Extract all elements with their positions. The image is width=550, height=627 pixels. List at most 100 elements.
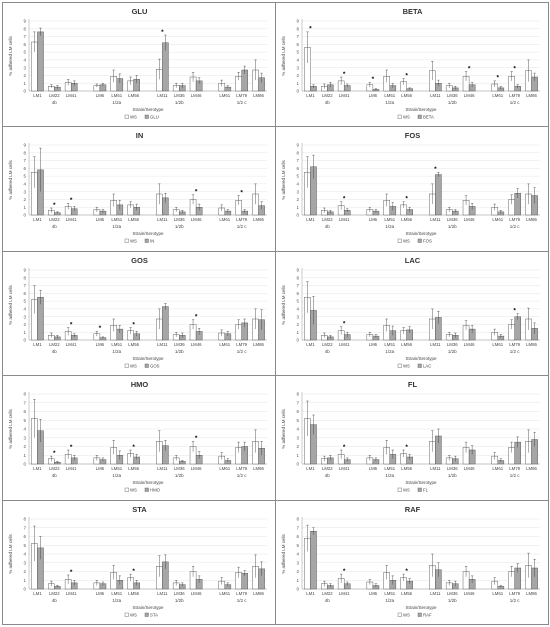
x-tick-label-lm6: LM6: [368, 93, 377, 98]
group-label-1-2b: 1/2b: [174, 100, 183, 105]
significance-star: *: [496, 74, 499, 81]
x-axis-label: Strain/Serotype: [405, 107, 437, 112]
group-label-1-2b: 1/2b: [447, 598, 456, 603]
y-tick-label: 1: [296, 330, 299, 335]
y-tick-label: 5: [296, 543, 299, 548]
y-tick-label: 9: [296, 143, 299, 148]
chart-panel-raf: RAF % adhered LM cells 0 1 2 3 4 5 6 7 8 * * LM1 LM22 L…: [274, 499, 549, 626]
legend-swatch-ws: [397, 238, 402, 243]
chart-panel-sta: STA % adhered LM cells 0 1 2 3 4 5 6 7 8 * * LM1 LM22 L…: [1, 499, 276, 626]
x-tick-label-lm36: LM36: [173, 466, 184, 471]
legend-label-fos: FOS: [423, 238, 432, 243]
x-tick-label-lm41: LM41: [338, 591, 349, 596]
chart-beta: BETA % adhered LM cells 0 1 2 3 4 5 6 7 8 9 * * * * * * * L…: [281, 7, 540, 119]
y-tick-label: 0: [296, 586, 299, 591]
y-tick-label: 2: [23, 197, 26, 202]
chart-glu: GLU % adhered LM cells 0 1 2 3 4 5 6 7 8 9 * LM1 LM22 L…: [8, 7, 267, 119]
significance-star: *: [513, 65, 516, 72]
x-tick-label-lm46: LM46: [190, 217, 201, 222]
x-tick-label-lm61: LM61: [219, 217, 230, 222]
x-tick-label-lm79: LM79: [509, 342, 520, 347]
chart-title: FL: [407, 380, 417, 389]
x-tick-label-lm51: LM51: [111, 93, 122, 98]
y-tick-label: 0: [23, 586, 26, 591]
y-tick-label: 4: [23, 57, 26, 62]
chart-title: IN: [135, 131, 143, 140]
chart-title: GLU: [131, 7, 147, 16]
legend-swatch-gos: [144, 363, 149, 368]
x-tick-label-lm36: LM36: [446, 93, 457, 98]
y-tick-label: 5: [296, 298, 299, 303]
chart-title: RAF: [404, 505, 420, 514]
significance-star: *: [342, 70, 345, 77]
x-tick-label-lm36: LM36: [173, 591, 184, 596]
y-tick-label: 9: [23, 143, 26, 148]
x-tick-label-lm56: LM56: [401, 591, 412, 596]
chart-gos: GOS % adhered LM cells 0 1 2 3 4 5 6 7 8 9 * * * * LM1 LM…: [8, 256, 267, 368]
chart-panel-in: IN % adhered LM cells 0 1 2 3 4 5 6 7 8 9 * * * * LM1 LM2…: [1, 126, 276, 252]
y-tick-label: 5: [23, 543, 26, 548]
y-tick-label: 8: [23, 392, 26, 397]
significance-star: *: [342, 444, 345, 451]
x-tick-label-lm51: LM51: [384, 217, 395, 222]
legend-label-ws: WS: [403, 363, 410, 368]
significance-star: *: [342, 568, 345, 575]
group-label-1-2b: 1/2b: [447, 473, 456, 478]
y-tick-label: 7: [23, 34, 26, 39]
x-tick-label-lm6: LM6: [368, 342, 377, 347]
y-tick-label: 6: [23, 291, 26, 296]
y-tick-label: 0: [23, 462, 26, 467]
x-axis-label: Strain/Serotype: [405, 605, 437, 610]
y-tick-label: 6: [23, 409, 26, 414]
x-tick-label-lm6: LM6: [95, 217, 104, 222]
y-tick-label: 5: [23, 418, 26, 423]
y-tick-label: 2: [296, 73, 299, 78]
y-tick-label: 6: [23, 166, 26, 171]
group-label-1-2-c: 1/2 c: [509, 349, 520, 354]
significance-star: *: [467, 65, 470, 72]
legend-label-lac: LAC: [423, 363, 431, 368]
x-tick-label-lm11: LM11: [157, 591, 168, 596]
x-tick-label-lm46: LM46: [190, 342, 201, 347]
legend-label-ws: WS: [130, 488, 137, 493]
significance-star: *: [342, 196, 345, 203]
x-tick-label-lm11: LM11: [430, 93, 441, 98]
group-label-1-2a: 1/2a: [385, 598, 394, 603]
x-tick-label-lm1: LM1: [33, 342, 42, 347]
x-tick-label-lm36: LM36: [446, 466, 457, 471]
legend-label-ws: WS: [130, 612, 137, 617]
x-tick-label-lm86: LM86: [253, 342, 264, 347]
group-label-1-2a: 1/2a: [112, 473, 121, 478]
legend-label-ws: WS: [403, 612, 410, 617]
legend-label-ws: WS: [130, 114, 137, 119]
chart-panel-fl: FL % adhered LM cells 0 1 2 3 4 5 6 7 8 * * LM1 LM22 LM…: [274, 375, 549, 501]
chart-sta: STA % adhered LM cells 0 1 2 3 4 5 6 7 8 * * LM1 LM22 L…: [8, 505, 267, 617]
x-axis-label: Strain/Serotype: [405, 480, 437, 485]
y-tick-label: 1: [23, 80, 26, 85]
x-tick-label-lm61: LM61: [492, 591, 503, 596]
legend-label-ws: WS: [130, 363, 137, 368]
x-axis-label: Strain/Serotype: [132, 356, 164, 361]
x-axis-label: Strain/Serotype: [132, 605, 164, 610]
bar-fos-lm11: [434, 174, 442, 216]
significance-star: *: [132, 568, 135, 575]
x-tick-label-lm22: LM22: [321, 93, 332, 98]
x-tick-label-lm41: LM41: [338, 342, 349, 347]
y-axis-label: % adhered LM cells: [8, 160, 13, 200]
x-tick-label-lm6: LM6: [368, 466, 377, 471]
significance-star: *: [69, 197, 72, 204]
x-tick-label-lm46: LM46: [463, 217, 474, 222]
x-tick-label-lm79: LM79: [509, 591, 520, 596]
y-axis-label: % adhered LM cells: [281, 409, 286, 449]
significance-star: *: [194, 189, 197, 196]
legend-label-ws: WS: [130, 238, 137, 243]
x-tick-label-lm79: LM79: [509, 466, 520, 471]
legend-swatch-ws: [124, 488, 129, 492]
chart-fos: FOS % adhered LM cells 0 1 2 3 4 5 6 7 8 9 * * * LM1 LM2…: [281, 131, 540, 243]
group-label-4b: 4b: [51, 473, 57, 478]
x-tick-label-lm86: LM86: [526, 342, 537, 347]
legend-swatch-ws: [397, 488, 402, 492]
y-axis-label: % adhered LM cells: [8, 533, 13, 573]
x-tick-label-lm46: LM46: [190, 93, 201, 98]
legend-swatch-ws: [124, 363, 129, 368]
